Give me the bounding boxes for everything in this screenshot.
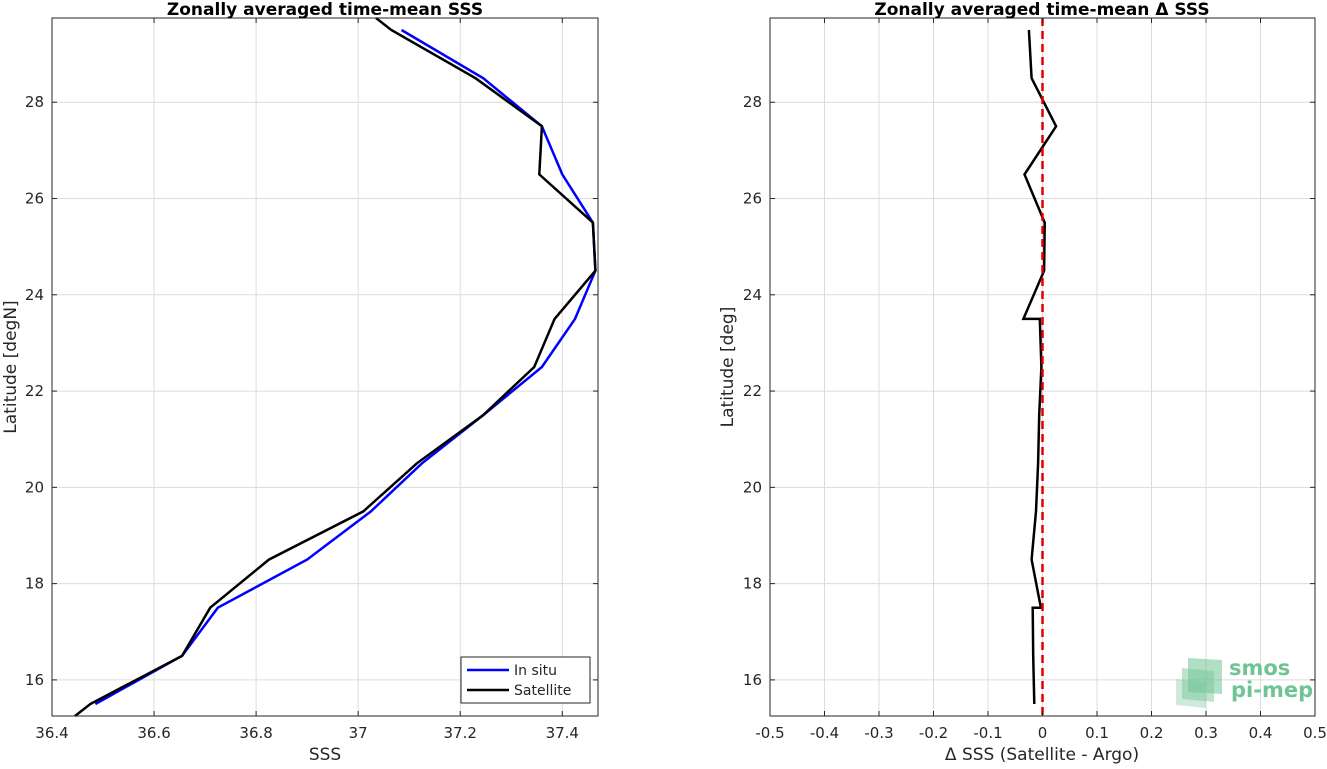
smos-pi-mep-logo: smos pi-mep xyxy=(1176,656,1313,708)
left-series-line-satellite xyxy=(74,17,597,717)
left-x-tick-label: 36.6 xyxy=(137,724,170,742)
left-y-tick-label: 18 xyxy=(25,575,44,593)
logo-text-smos: smos xyxy=(1229,656,1290,680)
right-y-axis-label: Latitude [deg] xyxy=(718,307,738,428)
left-x-tick-label: 37.2 xyxy=(444,724,477,742)
right-y-tick-label: 18 xyxy=(743,575,762,593)
right-ticks: -0.5 -0.4 -0.3 -0.2 -0.1 0 0.1 0.2 0.3 0.4 0.5 16 18… xyxy=(743,18,1327,742)
left-chart-title: Zonally averaged time-mean SSS xyxy=(167,0,483,20)
left-y-tick-label: 22 xyxy=(25,382,44,400)
right-chart-title: Zonally averaged time-mean Δ SSS xyxy=(874,0,1209,20)
left-x-axis-label: SSS xyxy=(309,745,341,765)
right-x-axis-label: Δ SSS (Satellite - Argo) xyxy=(945,745,1139,765)
left-series-layer xyxy=(74,17,597,717)
right-x-tick-label: -0.3 xyxy=(864,724,893,742)
right-y-tick-label: 20 xyxy=(743,478,762,496)
left-y-tick-label: 16 xyxy=(25,671,44,689)
right-y-tick-label: 26 xyxy=(743,190,762,208)
right-x-tick-label: -0.1 xyxy=(973,724,1002,742)
left-ticks: 36.4 36.6 36.8 37 37.2 37.4 16 18 20 22 24 26 28 xyxy=(25,18,598,742)
logo-mark-mid xyxy=(1182,668,1214,702)
legend-box xyxy=(460,656,591,704)
legend: In situ Satellite xyxy=(460,656,591,704)
left-y-axis-label: Latitude [degN] xyxy=(1,300,21,433)
right-series-line-series-0 xyxy=(1021,29,1058,705)
right-y-tick-label: 28 xyxy=(743,93,762,111)
left-x-tick-label: 36.8 xyxy=(239,724,272,742)
right-x-tick-label: 0.2 xyxy=(1140,724,1164,742)
left-y-tick-label: 20 xyxy=(25,478,44,496)
right-x-tick-label: -0.5 xyxy=(755,724,784,742)
left-y-tick-label: 24 xyxy=(25,286,44,304)
right-x-tick-label: -0.2 xyxy=(919,724,948,742)
right-y-tick-label: 24 xyxy=(743,286,762,304)
right-y-tick-label: 22 xyxy=(743,382,762,400)
right-x-tick-label: 0 xyxy=(1038,724,1048,742)
left-y-tick-label: 26 xyxy=(25,190,44,208)
logo-mark-front xyxy=(1176,679,1206,708)
right-panel: -0.5 -0.4 -0.3 -0.2 -0.1 0 0.1 0.2 0.3 0.4 0.5 16 18… xyxy=(718,0,1327,765)
legend-label-in-situ: In situ xyxy=(514,663,557,679)
logo-mark-back xyxy=(1188,658,1222,694)
left-x-tick-label: 37 xyxy=(349,724,368,742)
logo-text-pi-mep: pi-mep xyxy=(1231,678,1313,702)
left-x-tick-label: 36.4 xyxy=(35,724,68,742)
left-y-tick-label: 28 xyxy=(25,93,44,111)
left-panel: 36.4 36.6 36.8 37 37.2 37.4 16 18 20 22 24 26 28 Zon… xyxy=(1,0,599,765)
right-x-tick-label: -0.4 xyxy=(810,724,839,742)
right-x-tick-label: 0.1 xyxy=(1085,724,1109,742)
left-x-tick-label: 37.4 xyxy=(546,724,579,742)
right-y-tick-label: 16 xyxy=(743,671,762,689)
right-series-layer xyxy=(1021,18,1058,716)
right-x-tick-label: 0.4 xyxy=(1249,724,1273,742)
right-x-tick-label: 0.5 xyxy=(1303,724,1327,742)
left-series-line-in-situ xyxy=(94,28,597,706)
legend-label-satellite: Satellite xyxy=(514,683,571,699)
right-x-tick-label: 0.3 xyxy=(1194,724,1218,742)
